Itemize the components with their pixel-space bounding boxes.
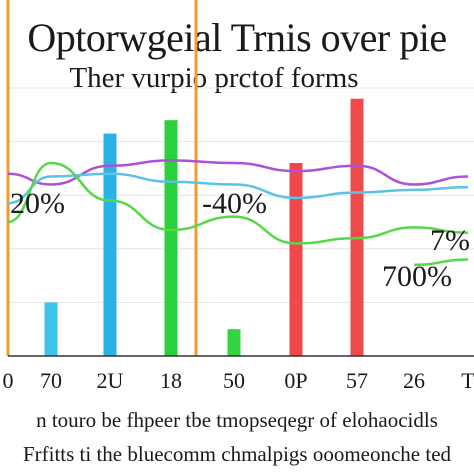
x-tick-labels: 0 70 2U 18 50 0P 57 26 T — [3, 368, 474, 393]
data-label: -40% — [202, 187, 267, 220]
bar — [164, 120, 178, 356]
bar — [44, 302, 58, 356]
bar — [227, 329, 241, 356]
chart-title: Optorwgeial Trnis over pie — [27, 15, 447, 60]
caption-line-2: Frfitts ti the bluecomm chmalpigs ooomeo… — [22, 442, 452, 466]
bar — [350, 98, 364, 356]
data-label: 700% — [382, 260, 452, 293]
series-line — [7, 161, 469, 245]
series-lines — [7, 159, 469, 267]
bar — [289, 163, 303, 356]
data-label: 20% — [10, 187, 65, 220]
x-tick-label: 0 — [3, 368, 14, 393]
x-tick-label: 70 — [40, 368, 62, 393]
x-tick-label: 2U — [97, 368, 124, 393]
x-tick-label: 0P — [284, 368, 307, 393]
x-tick-label: 18 — [160, 368, 182, 393]
series-line — [7, 159, 469, 186]
x-tick-label: 26 — [403, 368, 425, 393]
reference-lines — [6, 0, 198, 356]
data-labels: 20% -40% 7%700% — [10, 187, 470, 293]
chart-subtitle: Ther vurpio prctof forms — [69, 62, 359, 94]
series-line — [413, 258, 469, 267]
gridlines — [8, 87, 474, 303]
x-tick-label: 50 — [223, 368, 245, 393]
caption-line-1: n touro be fhpeer tbe tmopseqegr of eloh… — [36, 408, 438, 432]
series-line — [7, 172, 469, 205]
bar — [103, 133, 117, 356]
x-tick-label: T — [461, 368, 474, 393]
bars — [44, 98, 364, 356]
x-tick-label: 57 — [346, 368, 368, 393]
data-label: 7% — [430, 224, 470, 257]
